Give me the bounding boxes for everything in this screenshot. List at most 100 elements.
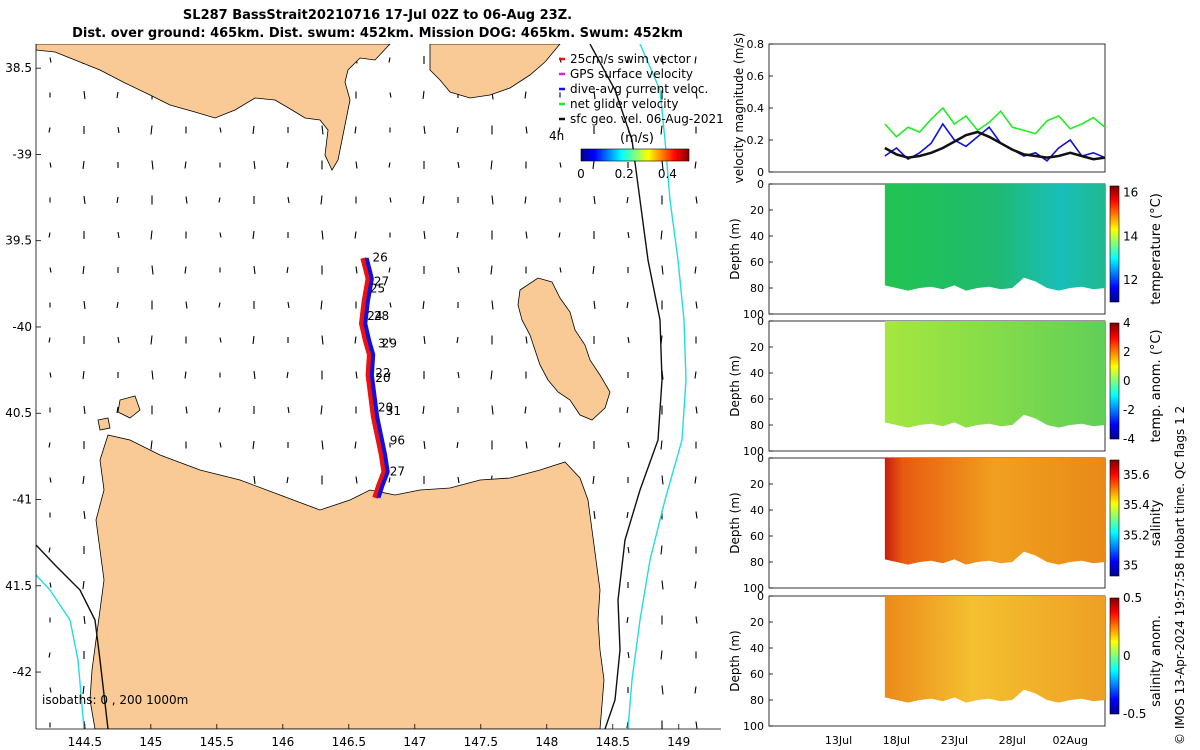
velocity-arrow bbox=[457, 161, 460, 169]
velocity-arrow bbox=[388, 267, 391, 273]
velocity-arrow bbox=[355, 476, 358, 484]
velocity-arrow bbox=[627, 336, 630, 344]
section-y-tick-label: 40 bbox=[750, 230, 764, 243]
section-y-tick-label: 40 bbox=[750, 367, 764, 380]
velocity-series bbox=[884, 106, 1106, 162]
isobath-200m bbox=[36, 44, 687, 729]
velocity-arrow bbox=[253, 160, 256, 170]
velocity-arrow bbox=[695, 301, 698, 309]
speed-colorbar-ticks: 0 0.2 0.4 bbox=[577, 167, 677, 181]
map-x-axis: 144.5 145 145.5 146 146.5 147 147.5 148 148.5 149 bbox=[36, 724, 721, 749]
velocity-arrow bbox=[423, 125, 426, 135]
section-colorbar-tick-label: 0 bbox=[1123, 374, 1131, 388]
map-y-tick-label: 38.5 bbox=[5, 61, 32, 75]
velocity-arrow bbox=[491, 405, 494, 415]
velocity-arrow bbox=[491, 195, 494, 205]
velocity-arrow bbox=[82, 685, 85, 695]
velocity-arrow bbox=[525, 231, 528, 239]
legend-label: dive-avg current veloc. bbox=[570, 82, 708, 96]
velocity-arrow bbox=[83, 195, 86, 205]
velocity-arrow bbox=[116, 406, 119, 414]
velocity-arrow bbox=[491, 300, 494, 310]
velocity-arrow bbox=[661, 55, 664, 65]
velocity-arrow bbox=[660, 230, 663, 240]
map-y-tick-label: -40 bbox=[12, 320, 32, 334]
velocity-arrow bbox=[286, 161, 289, 169]
velocity-line-dive-avg-current-veloc- bbox=[884, 122, 1106, 162]
velocity-arrow bbox=[626, 406, 629, 414]
velocity-arrow bbox=[694, 161, 697, 169]
colorbar-tick-label: 0 bbox=[577, 167, 585, 181]
velocity-arrow bbox=[48, 547, 51, 553]
section-colorbar bbox=[1109, 322, 1120, 440]
velocity-arrow bbox=[49, 57, 52, 63]
colorbar-unit-label: (m/s) bbox=[620, 131, 654, 146]
map-x-tick-label: 146 bbox=[271, 735, 294, 749]
section-colorbar-tick-label: 2 bbox=[1123, 345, 1131, 359]
section-colorbar-tick-label: -2 bbox=[1123, 403, 1135, 417]
map-x-tick-label: 145.5 bbox=[200, 735, 234, 749]
velocity-arrow bbox=[660, 545, 663, 555]
velocity-arrow bbox=[83, 405, 86, 415]
velocity-arrow bbox=[457, 266, 460, 274]
velocity-arrow bbox=[184, 161, 187, 169]
velocity-arrow bbox=[388, 162, 391, 168]
time-x-tick-label: 13Jul bbox=[825, 734, 852, 747]
velocity-arrow bbox=[117, 336, 120, 344]
section-y-tick-label: 20 bbox=[750, 204, 764, 217]
velocity-arrow bbox=[422, 90, 425, 100]
velocity-arrow bbox=[82, 370, 85, 380]
velocity-arrow bbox=[354, 441, 357, 449]
swim-vector-track bbox=[359, 257, 388, 499]
velocity-arrow bbox=[558, 232, 561, 238]
velocity-arrow bbox=[321, 335, 324, 345]
velocity-arrow bbox=[456, 441, 459, 449]
velocity-y-tick-label: 0.8 bbox=[747, 38, 765, 51]
velocity-arrow bbox=[524, 196, 527, 204]
velocity-arrow bbox=[694, 476, 697, 484]
velocity-arrow bbox=[219, 232, 222, 238]
section-y-tick-label: 60 bbox=[750, 256, 764, 269]
section-salinity-anomaly-section: 100 80 60 40 20 0 Depth (m) -0.5 0 0.5 salinity an… bbox=[728, 590, 1164, 733]
land-victoria bbox=[36, 44, 391, 171]
section-colorbar-tick-label: 35 bbox=[1123, 558, 1138, 572]
velocity-arrow bbox=[49, 477, 52, 483]
velocity-arrow bbox=[82, 160, 85, 170]
track-day-label: 27 bbox=[390, 464, 405, 478]
velocity-arrow bbox=[627, 651, 630, 659]
velocity-arrow bbox=[695, 406, 698, 414]
legend-label: sfc geo. vel. 06-Aug-2021 bbox=[570, 112, 724, 126]
velocity-arrow bbox=[593, 195, 596, 205]
section-colorbar-tick-label: 4 bbox=[1123, 316, 1131, 330]
legend-label: 25cm/s swim vector bbox=[570, 52, 691, 66]
velocity-arrow bbox=[660, 125, 663, 135]
velocity-arrow bbox=[524, 91, 527, 99]
velocity-arrow bbox=[184, 266, 187, 274]
velocity-arrow bbox=[117, 126, 120, 134]
section-y-tick-label: 80 bbox=[750, 694, 764, 707]
map-y-tick-label: 39.5 bbox=[5, 234, 32, 248]
legend-time-label: 4h bbox=[549, 129, 564, 143]
map-y-tick-label: 40.5 bbox=[5, 406, 32, 420]
section-colorbar-tick-label: 16 bbox=[1123, 186, 1138, 200]
section-ylabel: Depth (m) bbox=[728, 355, 742, 416]
velocity-arrow bbox=[83, 90, 86, 100]
map-x-tick-label: 146.5 bbox=[332, 735, 366, 749]
section-colorbar-tick-label: 35.6 bbox=[1123, 468, 1150, 482]
velocity-arrow bbox=[592, 55, 595, 65]
velocity-arrow bbox=[48, 652, 51, 658]
map-x-tick-label: 147 bbox=[403, 735, 426, 749]
velocity-arrow bbox=[593, 300, 596, 310]
velocity-arrow bbox=[456, 336, 459, 344]
track-day-label: 29 bbox=[382, 337, 397, 351]
velocity-arrow bbox=[49, 267, 52, 273]
velocity-arrow bbox=[626, 511, 629, 519]
velocity-arrow bbox=[592, 265, 595, 275]
section-colorbar-tick-label: -0.5 bbox=[1123, 707, 1146, 721]
velocity-arrow bbox=[218, 302, 221, 308]
velocity-arrow bbox=[48, 232, 51, 238]
velocity-arrow bbox=[422, 195, 425, 205]
velocity-arrow bbox=[525, 336, 528, 344]
section-ylabel: Depth (m) bbox=[728, 492, 742, 553]
